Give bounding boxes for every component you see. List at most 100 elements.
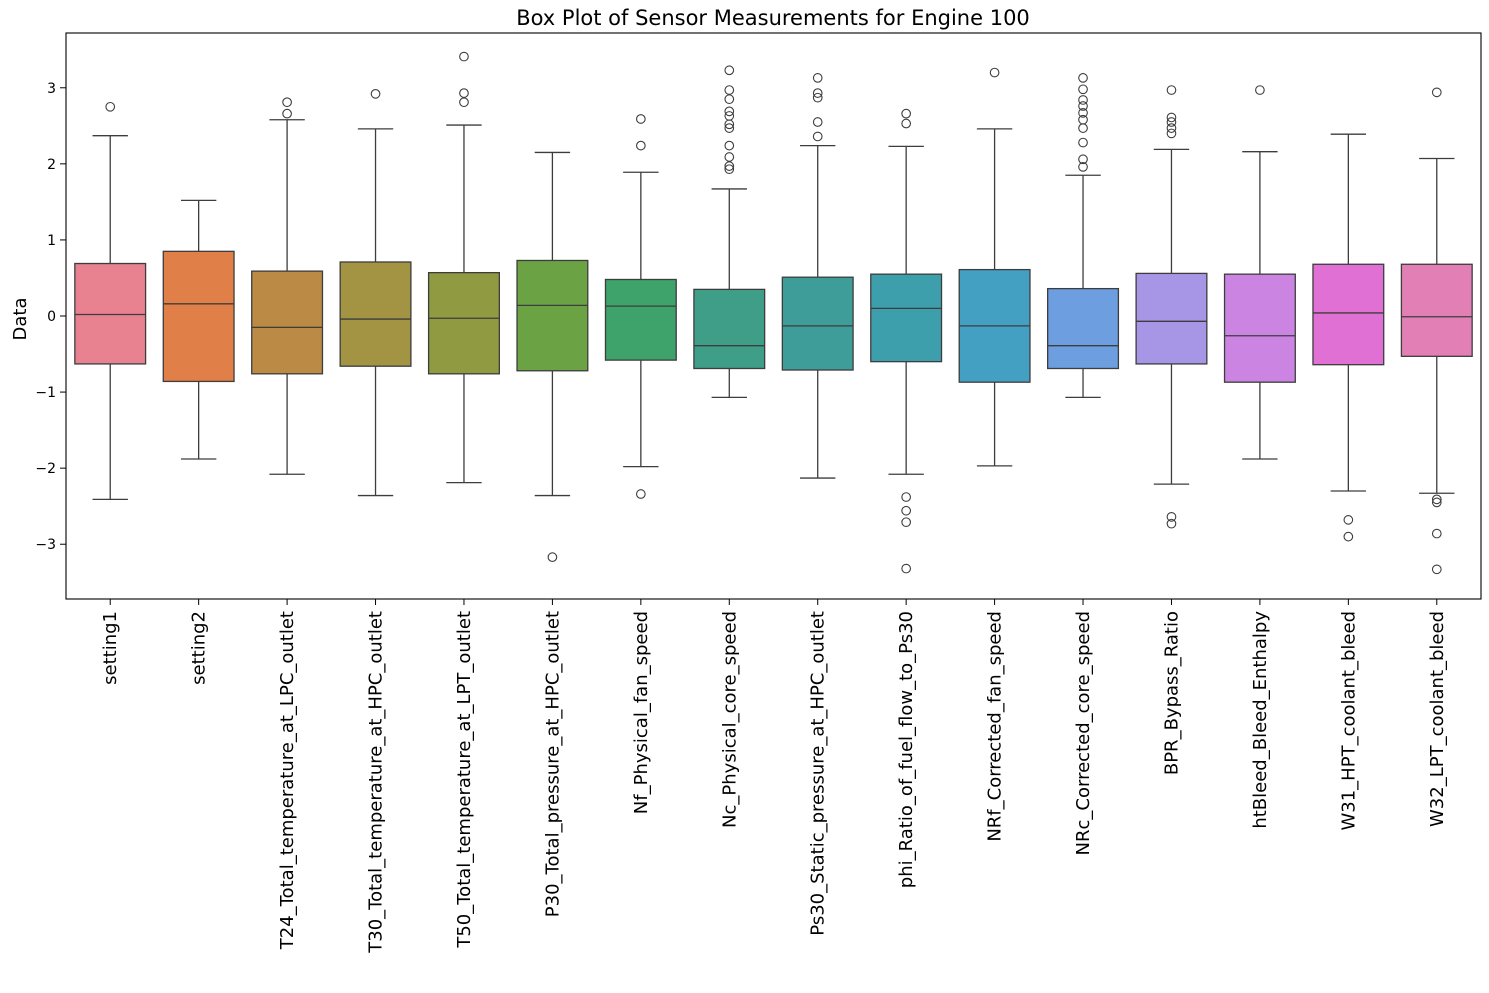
outlier-point xyxy=(1166,128,1177,139)
outlier-point xyxy=(901,118,912,129)
box-iqr xyxy=(870,273,943,363)
outlier-point xyxy=(1255,85,1265,95)
outlier-point xyxy=(1078,123,1088,133)
y-axis-label: Data xyxy=(10,298,31,341)
box-iqr xyxy=(1400,263,1473,357)
outlier-point xyxy=(901,517,912,528)
box-iqr xyxy=(1047,287,1120,370)
x-tick-label: T24_Total_temperature_at_LPC_outlet xyxy=(277,611,298,950)
outlier-point xyxy=(547,552,558,563)
outlier-point xyxy=(901,563,912,574)
box-iqr xyxy=(251,270,324,375)
x-tick-label: T50_Total_temperature_at_LPT_outlet xyxy=(454,611,475,949)
outlier-point xyxy=(1431,528,1442,539)
x-tick-label: W31_HPT_coolant_bleed xyxy=(1338,611,1359,831)
outlier-point xyxy=(1078,73,1088,83)
box-group xyxy=(251,97,324,475)
box-group xyxy=(74,101,147,500)
box-iqr xyxy=(162,250,235,383)
y-tick-label: 3 xyxy=(47,81,56,97)
box-group xyxy=(1312,133,1385,542)
y-tick-label: −1 xyxy=(35,385,56,401)
chart-title: Box Plot of Sensor Measurements for Engi… xyxy=(516,6,1030,30)
x-tick-label: NRc_Corrected_core_speed xyxy=(1073,611,1094,855)
outlier-point xyxy=(724,65,735,76)
box-iqr xyxy=(604,278,677,361)
outlier-point xyxy=(901,108,912,119)
x-tick-label: phi_Ratio_of_fuel_flow_to_Ps30 xyxy=(896,611,917,888)
outlier-point xyxy=(282,108,292,119)
outlier-point xyxy=(282,97,292,108)
box-group xyxy=(162,199,235,460)
box-iqr xyxy=(339,261,412,367)
outlier-point xyxy=(724,164,735,175)
outlier-point xyxy=(459,97,469,108)
outlier-point xyxy=(812,117,823,127)
box-group xyxy=(781,73,854,479)
outlier-point xyxy=(1078,137,1088,148)
box-iqr xyxy=(74,262,147,365)
plot-area xyxy=(74,51,1473,575)
box-iqr xyxy=(516,259,589,372)
outlier-point xyxy=(1078,114,1088,125)
outlier-point xyxy=(1431,497,1442,508)
outlier-point xyxy=(724,123,735,133)
box-iqr xyxy=(693,288,766,370)
x-tick-label: BPR_Bypass_Ratio xyxy=(1161,611,1182,775)
outlier-point xyxy=(812,131,823,142)
y-tick-label: 2 xyxy=(47,157,56,173)
outlier-point xyxy=(635,489,646,499)
outlier-point xyxy=(901,492,912,502)
outlier-point xyxy=(1078,154,1088,165)
outlier-point xyxy=(812,92,823,103)
outlier-point xyxy=(1166,117,1177,127)
outlier-point xyxy=(1078,95,1088,105)
box-group xyxy=(339,89,412,497)
outlier-point xyxy=(1431,87,1442,98)
box-group xyxy=(427,51,500,484)
box-iqr xyxy=(1312,263,1385,366)
outlier-point xyxy=(812,88,823,98)
outlier-point xyxy=(1078,101,1088,111)
x-tick-label: Ps30_Static_pressure_at_HPC_outlet xyxy=(808,611,829,936)
outlier-point xyxy=(812,73,823,83)
outlier-point xyxy=(724,106,735,117)
outlier-point xyxy=(1166,85,1177,95)
box-group xyxy=(516,151,589,563)
outlier-point xyxy=(989,67,1000,78)
box-group xyxy=(870,108,943,574)
outlier-point xyxy=(105,101,116,112)
x-tick-label: NRf_Corrected_fan_speed xyxy=(985,611,1006,842)
box-group xyxy=(1135,85,1208,529)
box-iqr xyxy=(781,276,854,371)
outlier-point xyxy=(1166,123,1177,133)
box-iqr xyxy=(427,271,500,375)
x-tick-label: P30_Total_pressure_at_HPC_outlet xyxy=(542,611,563,917)
box-group xyxy=(1223,85,1296,460)
x-tick-label: T30_Total_temperature_at_HPC_outlet xyxy=(366,611,387,954)
outlier-point xyxy=(635,140,646,151)
box-group xyxy=(604,114,677,499)
outlier-point xyxy=(724,85,735,95)
outlier-point xyxy=(1166,112,1177,123)
outlier-point xyxy=(1078,108,1088,118)
box-group xyxy=(693,65,766,399)
outlier-point xyxy=(1078,84,1088,95)
y-tick-label: 1 xyxy=(47,233,56,249)
y-tick-label: −3 xyxy=(35,537,56,553)
y-tick-label: 0 xyxy=(47,309,56,325)
box-iqr xyxy=(1135,272,1208,365)
box-group xyxy=(1400,87,1473,575)
outlier-point xyxy=(635,114,646,124)
outlier-point xyxy=(724,140,735,151)
x-tick-label: W32_LPT_coolant_bleed xyxy=(1427,611,1448,827)
outlier-point xyxy=(1431,564,1442,575)
box-group xyxy=(958,67,1031,467)
x-tick-label: htBleed_Bleed_Enthalpy xyxy=(1250,611,1271,829)
outlier-point xyxy=(724,111,735,121)
outlier-point xyxy=(1166,511,1177,522)
box-group xyxy=(1047,73,1120,399)
x-tick-label: Nc_Physical_core_speed xyxy=(719,611,740,828)
outlier-point xyxy=(901,505,912,516)
